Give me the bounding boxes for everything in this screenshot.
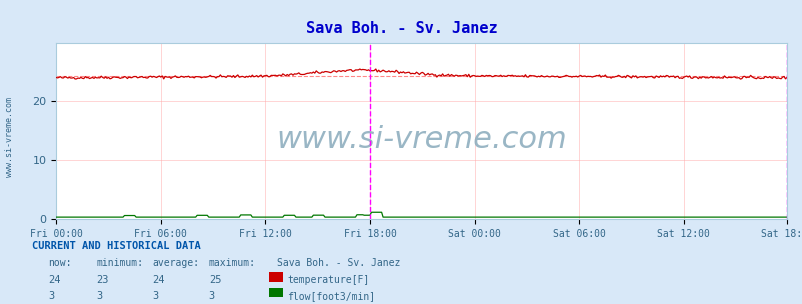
Text: Sava Boh. - Sv. Janez: Sava Boh. - Sv. Janez [306,21,496,36]
Text: 3: 3 [152,292,159,302]
Text: Sava Boh. - Sv. Janez: Sava Boh. - Sv. Janez [277,258,400,268]
Text: now:: now: [48,258,71,268]
Text: 3: 3 [209,292,215,302]
Text: 23: 23 [96,275,109,285]
Text: flow[foot3/min]: flow[foot3/min] [287,292,375,302]
Text: 24: 24 [48,275,61,285]
Text: www.si-vreme.com: www.si-vreme.com [5,97,14,177]
Text: 3: 3 [48,292,55,302]
Text: average:: average: [152,258,200,268]
Text: 3: 3 [96,292,103,302]
Text: 25: 25 [209,275,221,285]
Text: minimum:: minimum: [96,258,144,268]
Text: temperature[F]: temperature[F] [287,275,369,285]
Text: maximum:: maximum: [209,258,256,268]
Text: 24: 24 [152,275,165,285]
Text: CURRENT AND HISTORICAL DATA: CURRENT AND HISTORICAL DATA [32,241,200,251]
Text: www.si-vreme.com: www.si-vreme.com [276,125,566,154]
